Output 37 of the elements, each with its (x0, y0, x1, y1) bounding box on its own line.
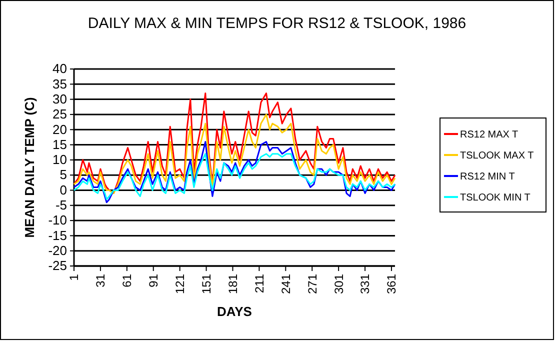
legend-label: RS12 MIN T (460, 172, 515, 182)
x-tick-label: 331 (358, 274, 372, 294)
x-tick-label: 1 (67, 274, 82, 281)
legend-label: RS12 MAX T (460, 130, 518, 140)
y-tick-label: 20 (52, 122, 67, 137)
x-tick-label: 361 (384, 274, 399, 294)
y-tick-label: 15 (52, 136, 67, 152)
x-axis-title: DAYS (217, 304, 252, 319)
y-tick-label: 0 (60, 182, 67, 198)
x-tick-label: 271 (305, 274, 320, 294)
x-tick-label: 181 (226, 274, 240, 294)
x-tick-label: 151 (199, 274, 214, 294)
y-tick-label: -25 (48, 258, 67, 274)
y-tick-label: 10 (52, 152, 67, 168)
y-tick-label: 25 (52, 106, 67, 122)
x-tick-label: 121 (173, 274, 188, 294)
line-series (73, 153, 396, 200)
line-series (73, 140, 396, 204)
y-tick-label: -10 (48, 212, 67, 228)
y-tick-label: -15 (48, 228, 67, 243)
legend-label: TSLOOK MAX T (460, 150, 534, 162)
y-axis-title: MEAN DAILY TEMP (C) (22, 97, 37, 238)
line-series (73, 114, 396, 194)
y-tick-label: 35 (52, 76, 67, 92)
y-tick-label: -20 (48, 243, 67, 258)
y-tick-label: 5 (60, 167, 67, 182)
legend-label: TSLOOK MIN T (460, 192, 530, 204)
y-tick-label: -5 (55, 198, 67, 213)
y-tick-label: 30 (52, 91, 67, 106)
y-tick-label: 40 (52, 61, 67, 76)
x-tick-label: 31 (94, 274, 108, 288)
x-tick-label: 241 (278, 274, 293, 294)
chart-title: DAILY MAX & MIN TEMPS FOR RS12 & TSLOOK, 1986 (88, 15, 466, 32)
x-tick-label: 301 (332, 274, 346, 294)
x-tick-label: 211 (252, 274, 266, 294)
x-tick-label: 91 (146, 274, 161, 288)
x-tick-label: 61 (120, 274, 134, 288)
